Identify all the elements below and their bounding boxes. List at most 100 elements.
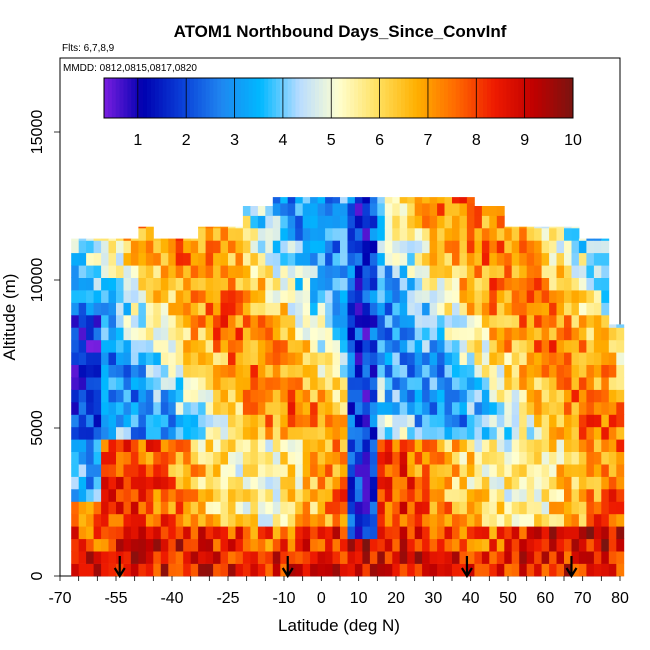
heatmap-cell [534, 252, 542, 266]
heatmap-cell [272, 464, 281, 477]
colorbar-segment [178, 78, 183, 118]
heatmap-cell [392, 551, 401, 564]
heatmap-cell [257, 489, 266, 502]
heatmap-cell [452, 277, 460, 291]
colorbar-segment [322, 78, 328, 118]
heatmap-cell [71, 252, 80, 266]
heatmap-cell [556, 327, 565, 341]
heatmap-cell [354, 451, 363, 465]
heatmap-cell [549, 414, 557, 428]
heatmap-cell [593, 277, 602, 291]
colorbar-segment [393, 78, 398, 118]
heatmap-cell [466, 265, 475, 278]
heatmap-cell [481, 513, 490, 527]
heatmap-cell [78, 277, 87, 291]
heatmap-cell [86, 339, 94, 353]
heatmap-cell [504, 538, 513, 552]
heatmap-cell [153, 489, 162, 502]
heatmap-cell [190, 439, 199, 452]
heatmap-cell [123, 252, 132, 266]
heatmap-cell [496, 265, 505, 278]
heatmap-cell [108, 513, 117, 527]
heatmap-cell [108, 489, 117, 502]
heatmap-cell [250, 551, 259, 564]
heatmap-cell [93, 501, 102, 515]
heatmap-cell [526, 290, 535, 303]
heatmap-cell [601, 538, 610, 552]
heatmap-cell [190, 501, 199, 515]
heatmap-cell [93, 402, 102, 415]
heatmap-cell [228, 414, 236, 428]
heatmap-cell [354, 439, 363, 452]
heatmap-cell [183, 302, 192, 316]
heatmap-cell [384, 414, 393, 428]
heatmap-cell [295, 265, 304, 278]
heatmap-cell [317, 551, 326, 564]
heatmap-cell [242, 538, 251, 552]
colorbar-segment [569, 78, 574, 118]
heatmap-cell [228, 339, 236, 353]
heatmap-cell [213, 227, 221, 241]
heatmap-cell [116, 501, 124, 515]
heatmap-cell [228, 389, 236, 403]
heatmap-cell [511, 439, 520, 452]
heatmap-cell [272, 314, 281, 328]
heatmap-cell [175, 538, 184, 552]
heatmap-cell [93, 377, 102, 390]
heatmap-cell [481, 551, 490, 564]
heatmap-cell [310, 302, 318, 316]
colorbar-segment [201, 78, 207, 118]
heatmap-cell [130, 439, 139, 452]
heatmap-cell [265, 314, 274, 328]
heatmap-cell [593, 364, 602, 378]
heatmap-cell [130, 377, 139, 390]
colorbar-segment [416, 78, 422, 118]
heatmap-cell [205, 226, 214, 229]
heatmap-cell [228, 451, 236, 465]
heatmap-cell [347, 252, 356, 266]
heatmap-cell [265, 439, 274, 452]
colorbar-segment [401, 78, 406, 118]
heatmap-cell [325, 265, 333, 278]
heatmap-cell [362, 215, 371, 229]
heatmap-cell [101, 352, 109, 365]
heatmap-cell [302, 489, 311, 502]
heatmap-cell [198, 302, 206, 316]
heatmap-cell [78, 339, 87, 353]
heatmap-cell [616, 364, 625, 378]
heatmap-cell [183, 352, 192, 365]
heatmap-cell [437, 513, 445, 527]
heatmap-cell [153, 327, 162, 341]
heatmap-cell [384, 402, 393, 415]
heatmap-cell [504, 314, 513, 328]
heatmap-cell [422, 389, 430, 403]
heatmap-cell [280, 426, 289, 440]
heatmap-cell [71, 352, 80, 365]
heatmap-cell [474, 227, 483, 241]
heatmap-cell [71, 563, 80, 577]
heatmap-cell [578, 240, 587, 254]
heatmap-cell [452, 464, 460, 477]
heatmap-cell [459, 414, 468, 428]
heatmap-cell [78, 464, 87, 477]
heatmap-cell [310, 327, 318, 341]
heatmap-cell [459, 426, 468, 440]
heatmap-cell [153, 439, 162, 452]
heatmap-cell [168, 377, 177, 390]
heatmap-cell [556, 538, 565, 552]
heatmap-cell [220, 252, 229, 266]
heatmap-cell [220, 314, 229, 328]
heatmap-cell [302, 314, 311, 328]
heatmap-cell [571, 526, 580, 540]
heatmap-cell [130, 238, 139, 241]
heatmap-cell [384, 227, 393, 241]
colorbar-segment [197, 78, 203, 118]
heatmap-cell [392, 240, 401, 254]
heatmap-cell [593, 240, 602, 254]
heatmap-cell [265, 464, 274, 477]
heatmap-cell [183, 290, 192, 303]
colorbar-segment [565, 78, 570, 118]
heatmap-cell [101, 501, 109, 515]
heatmap-cell [362, 501, 371, 515]
heatmap-cell [190, 277, 199, 291]
